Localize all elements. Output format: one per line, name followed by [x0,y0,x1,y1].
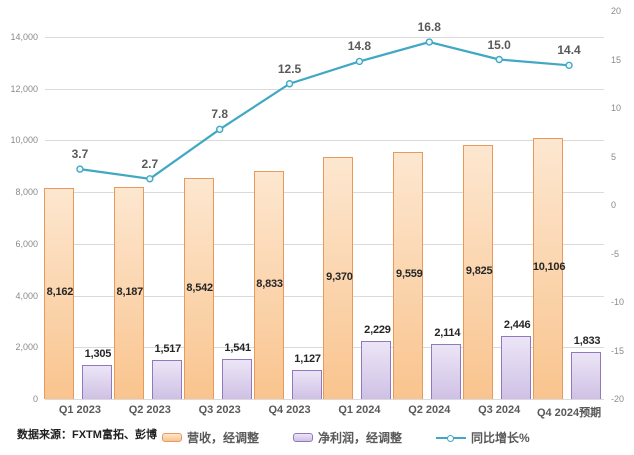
legend-item-growth: 同比增长% [436,429,530,446]
source-note: 数据来源：FXTM富拓、彭博 [17,429,157,441]
profit-bar [501,335,532,399]
revenue-bar [323,156,354,399]
growth-point-label: 2.7 [141,156,159,171]
growth-point-marker [215,125,224,134]
growth-point-marker [495,55,503,64]
profit-bar [571,351,602,399]
revenue-bar-label: 9,559 [396,268,423,281]
profit-bar [431,344,462,399]
profit-bar [361,341,392,399]
revenue-bar-label: 10,106 [532,261,566,274]
revenue-bar-label: 8,187 [116,286,144,299]
x-axis-label: Q2 2024 [408,404,451,416]
growth-line [76,38,573,183]
y-axis-right-tick: -15 [611,345,625,356]
x-axis-line [45,399,604,400]
growth-point-label: 16.8 [417,20,441,35]
legend-label-growth: 同比增长% [471,431,530,445]
x-axis-label: Q1 2024 [338,404,381,416]
growth-line-swatch-icon [436,433,467,442]
profit-bar-label: 1,833 [573,334,601,347]
growth-point-marker [146,175,154,183]
profit-bar [221,359,252,399]
profit-bar-label: 1,127 [294,352,321,365]
profit-bar [81,365,112,399]
y-axis-right-tick: 10 [611,103,622,113]
growth-point-marker [425,38,434,46]
revenue-bar [43,187,74,399]
profit-bar-label: 2,114 [434,327,461,340]
profit-bar [151,359,182,399]
x-axis-label: Q1 2023 [58,404,102,416]
profit-swatch-icon [293,433,314,442]
growth-point-marker [76,165,84,173]
profit-bar-label: 1,541 [224,342,251,355]
profit-bar-label: 2,229 [364,324,391,337]
revenue-bar-label: 8,162 [46,286,74,299]
y-axis-left-tick: 10,000 [10,135,38,146]
revenue-bar [463,144,494,399]
legend-label-profit: 净利润，经调整 [318,431,403,445]
profit-bar [291,369,322,399]
growth-point-label: 15.0 [487,37,511,52]
legend: 营收，经调整 净利润，经调整 同比增长% [162,429,530,446]
x-axis-label: Q2 2023 [128,404,171,416]
legend-label-revenue: 营收，经调整 [187,431,260,445]
growth-point-label: 14.8 [347,39,372,54]
y-axis-left-tick: 2,000 [15,342,38,353]
y-axis-left-tick: 6,000 [15,238,38,249]
gridline [45,140,604,142]
revenue-bar-label: 9,825 [465,264,493,277]
y-axis-left-tick: 8,000 [15,187,38,198]
gridline [45,36,604,38]
y-axis-left-tick: 12,000 [10,83,38,94]
x-axis-label: Q4 2024预期 [536,407,602,419]
growth-point-label: 12.5 [277,61,302,76]
y-axis-right-tick: 15 [611,54,622,65]
growth-point-label: 3.7 [71,147,89,162]
growth-point-marker [355,57,364,66]
x-axis-label: Q3 2024 [478,404,521,416]
profit-bar-label: 2,446 [503,318,531,331]
legend-item-revenue: 营收，经调整 [162,429,259,446]
revenue-bar-label: 8,542 [186,281,213,294]
y-axis-right-tick: 20 [611,6,622,16]
y-axis-right-tick: -10 [611,297,625,307]
y-axis-left-tick: 4,000 [15,290,38,301]
revenue-swatch-icon [162,433,182,442]
y-axis-right-tick: -5 [611,248,620,259]
y-axis-right-tick: 0 [611,200,617,210]
revenue-bar-label: 9,370 [326,270,353,283]
legend-item-profit: 净利润，经调整 [293,429,402,446]
x-axis-label: Q3 2023 [198,404,241,416]
growth-point-label: 14.4 [557,43,581,58]
profit-bar-label: 1,305 [84,348,112,361]
plot-area: 8,162 1,305 8,187 1,517 8,542 1,541 8,833 1,127… [43,11,604,400]
y-axis-left-tick: 14,000 [10,31,38,42]
y-axis-right-tick: 5 [611,151,617,162]
revenue-bar [533,137,564,399]
growth-point-marker [565,61,573,70]
revenue-bar [253,170,284,399]
profit-bar-label: 1,517 [154,342,182,355]
revenue-bar [183,178,214,399]
x-axis-label: Q4 2023 [268,404,311,416]
gridline [45,88,604,90]
revenue-bar-label: 8,833 [256,277,283,290]
revenue-bar [113,187,144,399]
y-axis-left-tick: 0 [32,394,38,404]
growth-point-marker [285,80,294,88]
growth-point-label: 7.8 [211,107,229,122]
y-axis-right-tick: -20 [611,394,625,404]
revenue-bar [393,151,424,399]
